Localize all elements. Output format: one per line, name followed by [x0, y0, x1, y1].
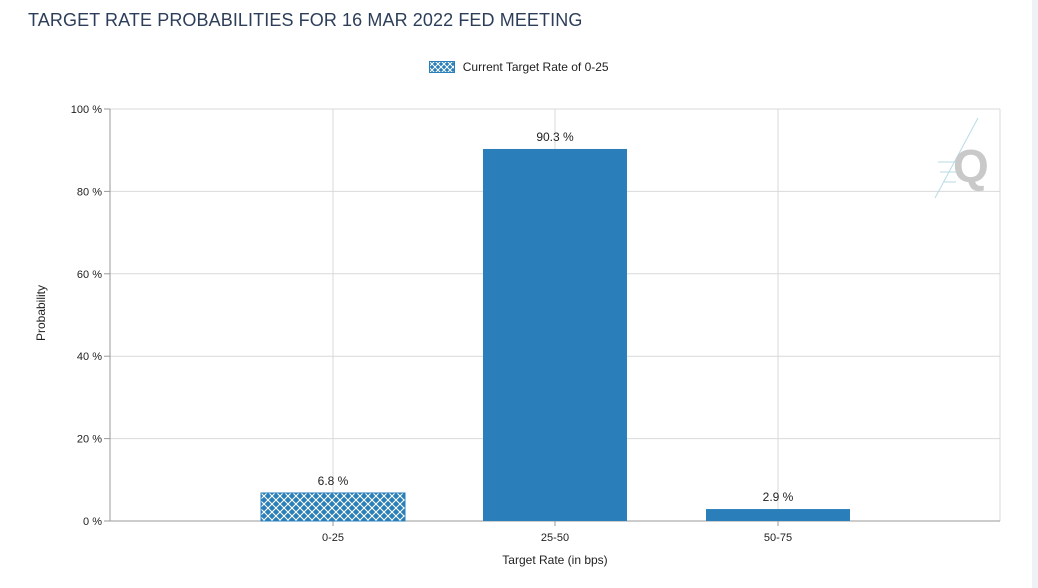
y-tick-label: 60 % [77, 269, 102, 281]
y-tick-label: 40 % [77, 351, 102, 363]
bar-50-75 [706, 509, 850, 521]
window-edge [1032, 0, 1038, 588]
q-logo-icon: Q [934, 117, 989, 199]
y-tick-label: 100 % [71, 104, 102, 116]
svg-text:Q: Q [953, 140, 989, 192]
x-tick-label-25-50: 25-50 [541, 532, 569, 544]
y-tick-label: 20 % [77, 434, 102, 446]
bar-0-25 [260, 492, 406, 522]
bar-25-50 [483, 148, 627, 522]
data-label-50-75: 2.9 % [763, 490, 794, 504]
x-tick-label-0-25: 0-25 [322, 532, 344, 544]
y-tick-label: 0 % [83, 516, 102, 528]
chart-title: TARGET RATE PROBABILITIES FOR 16 MAR 202… [28, 10, 583, 30]
x-axis-label: Target Rate (in bps) [502, 553, 607, 567]
legend-swatch-crosshatch [429, 60, 456, 73]
y-tick-label: 80 % [77, 186, 102, 198]
chart-legend: Current Target Rate of 0-25 [0, 59, 1038, 74]
legend-label: Current Target Rate of 0-25 [462, 59, 609, 74]
y-axis-label: Probability [34, 285, 48, 341]
data-label-0-25: 6.8 % [318, 474, 349, 488]
data-label-25-50: 90.3 % [536, 130, 574, 144]
x-tick-label-50-75: 50-75 [764, 532, 792, 544]
